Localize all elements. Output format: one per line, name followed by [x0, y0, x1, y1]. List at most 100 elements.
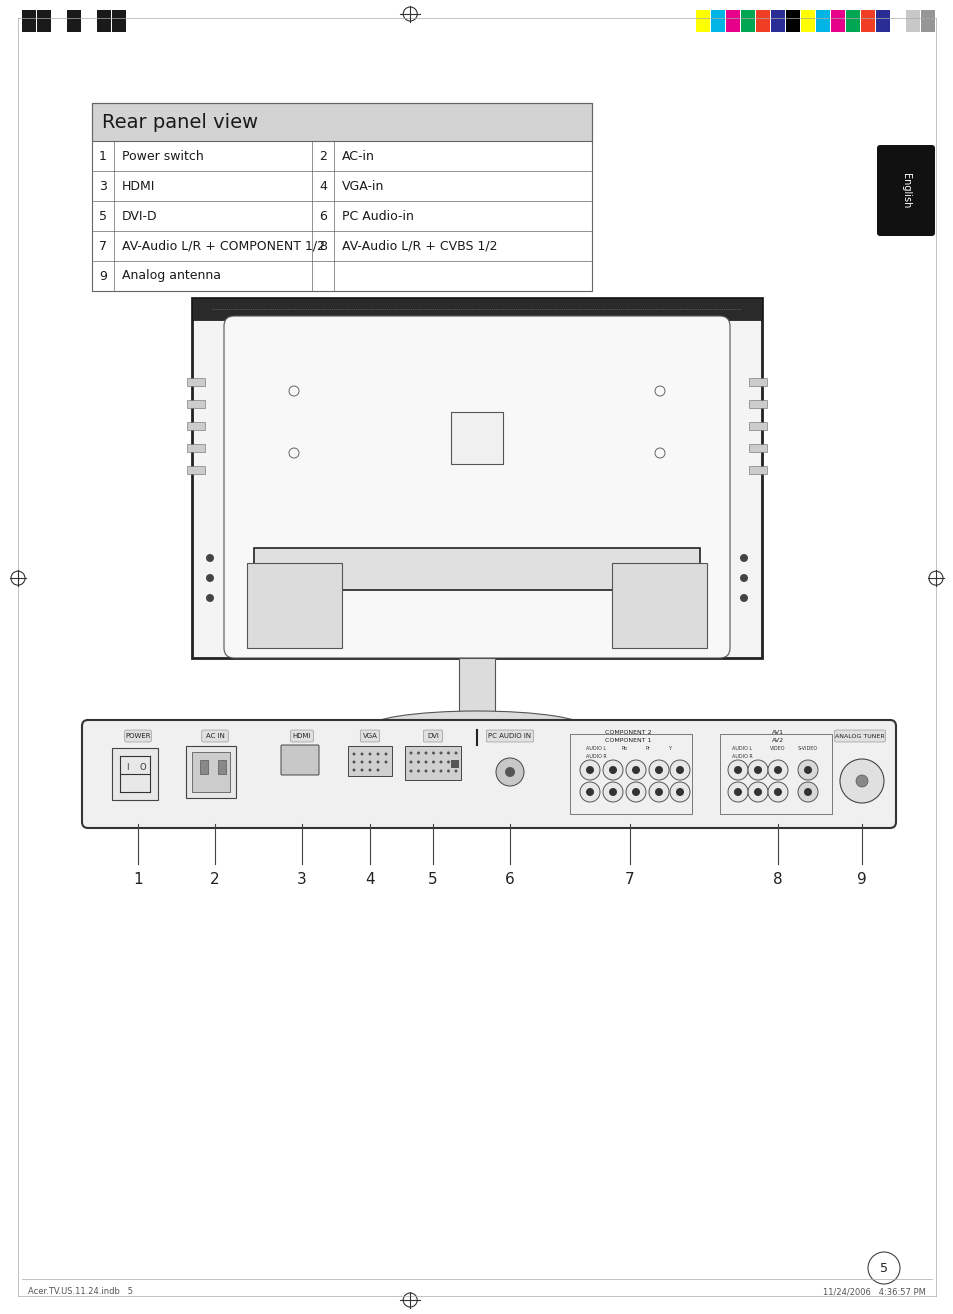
Text: Rear panel view: Rear panel view [102, 113, 258, 131]
Circle shape [376, 753, 379, 756]
Bar [815, 11, 829, 32]
Text: 1: 1 [99, 150, 107, 163]
Bar [67, 11, 81, 32]
Bar [82, 11, 96, 32]
Circle shape [733, 766, 741, 774]
Circle shape [416, 761, 419, 763]
Text: PC Audio-in: PC Audio-in [341, 209, 414, 222]
Text: Analog antenna: Analog antenna [122, 269, 221, 283]
Bar [187, 399, 205, 409]
Bar [91, 102, 592, 290]
FancyBboxPatch shape [423, 731, 442, 742]
Bar [748, 444, 766, 452]
Text: Pr: Pr [645, 746, 650, 752]
Circle shape [360, 769, 363, 771]
Bar [348, 746, 392, 777]
FancyBboxPatch shape [291, 731, 314, 742]
Circle shape [454, 770, 457, 773]
Circle shape [602, 782, 622, 802]
Text: 9: 9 [856, 872, 866, 887]
Text: 6: 6 [318, 209, 327, 222]
Text: Acer.TV.US.11.24.indb   5: Acer.TV.US.11.24.indb 5 [28, 1288, 132, 1297]
Text: AUDIO L: AUDIO L [585, 746, 605, 752]
Text: 5: 5 [99, 209, 107, 222]
Text: VGA-in: VGA-in [341, 180, 384, 192]
Text: 7: 7 [99, 239, 107, 252]
Circle shape [585, 788, 594, 796]
Text: AUDIO R: AUDIO R [731, 754, 752, 759]
Circle shape [733, 788, 741, 796]
Bar [801, 11, 814, 32]
Circle shape [676, 766, 683, 774]
Circle shape [447, 770, 450, 773]
Text: POWER: POWER [125, 733, 151, 738]
FancyBboxPatch shape [125, 731, 152, 742]
Circle shape [669, 759, 689, 781]
FancyBboxPatch shape [669, 332, 728, 355]
Circle shape [767, 759, 787, 781]
Circle shape [206, 594, 213, 602]
Circle shape [454, 761, 457, 763]
Circle shape [740, 574, 747, 582]
Text: AV-Audio L/R + CVBS 1/2: AV-Audio L/R + CVBS 1/2 [341, 239, 497, 252]
Circle shape [740, 594, 747, 602]
Text: English: English [900, 173, 910, 208]
Text: 2: 2 [318, 150, 327, 163]
Bar [112, 748, 158, 800]
Bar [830, 11, 844, 32]
Text: AV1: AV1 [771, 729, 783, 735]
Bar [920, 11, 934, 32]
FancyBboxPatch shape [876, 145, 934, 237]
Circle shape [727, 759, 747, 781]
Bar [112, 11, 126, 32]
Circle shape [767, 782, 787, 802]
Circle shape [773, 788, 781, 796]
Bar [748, 378, 766, 386]
Circle shape [855, 775, 867, 787]
Circle shape [803, 766, 811, 774]
Text: 4: 4 [365, 872, 375, 887]
Bar [905, 11, 919, 32]
Circle shape [206, 574, 213, 582]
Circle shape [669, 782, 689, 802]
Bar [785, 11, 800, 32]
Circle shape [424, 761, 427, 763]
FancyBboxPatch shape [834, 731, 884, 742]
Bar [748, 466, 766, 474]
Circle shape [747, 759, 767, 781]
Bar [247, 562, 341, 648]
Bar [720, 735, 831, 813]
Circle shape [206, 555, 213, 562]
Bar [451, 413, 502, 464]
Text: COMPONENT 1: COMPONENT 1 [604, 737, 651, 742]
Bar [458, 658, 495, 714]
Bar [748, 399, 766, 409]
Text: AUDIO L: AUDIO L [731, 746, 751, 752]
Circle shape [625, 782, 645, 802]
Circle shape [384, 761, 387, 763]
Circle shape [625, 759, 645, 781]
Bar [710, 11, 724, 32]
Text: AC IN: AC IN [205, 733, 224, 738]
Text: Power switch: Power switch [122, 150, 204, 163]
Circle shape [602, 759, 622, 781]
Bar [569, 735, 691, 813]
Bar [770, 11, 784, 32]
Bar [187, 444, 205, 452]
Text: VIDEO: VIDEO [769, 746, 785, 752]
Circle shape [727, 782, 747, 802]
Circle shape [432, 770, 435, 773]
Text: COMPONENT 2: COMPONENT 2 [604, 729, 651, 735]
Text: 11/24/2006   4:36:57 PM: 11/24/2006 4:36:57 PM [822, 1288, 925, 1297]
Bar [725, 11, 740, 32]
Bar [187, 378, 205, 386]
Bar [875, 11, 889, 32]
Circle shape [424, 752, 427, 754]
Circle shape [424, 770, 427, 773]
Circle shape [454, 752, 457, 754]
Circle shape [360, 761, 363, 763]
Bar [37, 11, 51, 32]
Bar [200, 759, 208, 774]
Circle shape [504, 767, 515, 777]
Circle shape [608, 788, 617, 796]
